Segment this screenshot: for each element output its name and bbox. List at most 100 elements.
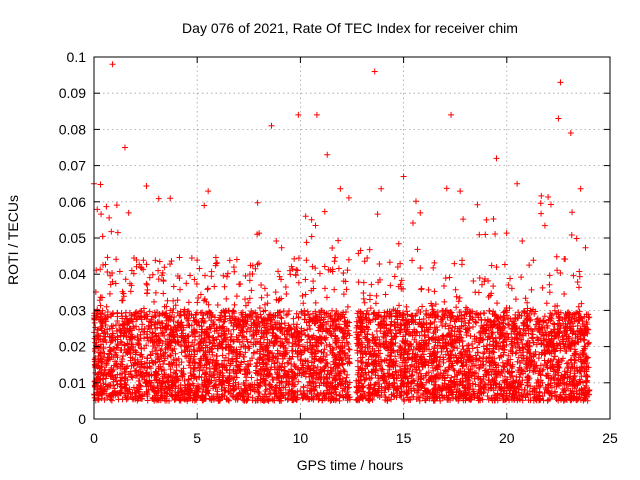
data-point: [475, 289, 482, 296]
data-point: [140, 257, 147, 264]
data-point: [103, 203, 110, 210]
data-point: [176, 397, 183, 404]
data-point: [230, 338, 237, 345]
data-point: [414, 246, 421, 253]
data-point: [144, 334, 151, 341]
data-point: [258, 294, 265, 301]
data-point: [231, 301, 238, 308]
data-point: [143, 280, 150, 287]
data-point: [118, 297, 125, 304]
data-point: [440, 283, 447, 290]
data-point: [332, 254, 339, 261]
data-point: [204, 285, 211, 292]
data-point: [575, 303, 582, 310]
data-point: [189, 332, 196, 339]
data-point: [340, 269, 347, 276]
data-point: [278, 276, 285, 283]
data-point: [143, 183, 150, 190]
data-point: [128, 394, 135, 401]
data-point: [275, 268, 282, 275]
data-point: [576, 268, 583, 275]
data-point: [138, 265, 145, 272]
data-point: [516, 374, 523, 381]
data-point: [199, 389, 206, 396]
data-point: [366, 296, 373, 303]
data-point: [233, 256, 240, 263]
data-point: [376, 261, 383, 268]
data-point: [103, 303, 110, 310]
data-point: [155, 267, 162, 274]
data-point: [242, 296, 249, 303]
data-point: [220, 307, 227, 314]
data-point: [251, 335, 258, 342]
data-point: [91, 394, 98, 401]
data-point: [277, 314, 284, 321]
data-point: [206, 339, 213, 346]
data-point: [117, 387, 124, 394]
data-point: [104, 268, 111, 275]
data-point: [321, 263, 328, 270]
data-point: [155, 195, 162, 202]
data-point: [174, 338, 181, 345]
data-point: [248, 374, 255, 381]
data-point: [113, 256, 120, 263]
data-point: [401, 397, 408, 404]
data-point: [138, 370, 145, 377]
data-point: [488, 262, 495, 269]
data-point: [361, 299, 368, 306]
data-point: [337, 185, 344, 192]
data-point: [417, 209, 424, 216]
data-point: [127, 288, 134, 295]
data-point: [353, 318, 360, 325]
data-point: [303, 319, 310, 326]
data-point: [574, 279, 581, 286]
data-point: [170, 283, 177, 290]
data-point: [323, 326, 330, 333]
data-point: [158, 272, 165, 279]
data-point: [176, 254, 183, 261]
data-point: [476, 231, 483, 238]
data-point: [330, 346, 337, 353]
data-point: [229, 315, 236, 322]
data-point: [106, 214, 113, 221]
data-point: [282, 395, 289, 402]
data-point: [576, 273, 583, 280]
data-point: [417, 265, 424, 271]
data-point: [150, 359, 157, 366]
data-point: [102, 261, 109, 268]
data-point: [196, 265, 203, 272]
data-point: [133, 256, 140, 263]
data-point: [148, 372, 155, 379]
data-point: [104, 254, 111, 261]
data-point: [179, 330, 186, 337]
data-point: [346, 346, 353, 353]
data-point: [234, 355, 241, 362]
data-point: [139, 321, 146, 328]
data-point: [191, 276, 198, 283]
data-point: [490, 215, 497, 222]
data-point: [561, 290, 568, 297]
data-point: [273, 393, 280, 400]
data-point: [94, 206, 101, 213]
data-point: [211, 314, 218, 321]
data-point: [452, 286, 459, 293]
data-point: [147, 352, 154, 359]
data-point: [314, 390, 321, 397]
data-point: [492, 230, 499, 237]
data-point: [378, 185, 385, 192]
data-point: [358, 358, 365, 365]
data-point: [259, 356, 266, 363]
data-point: [301, 327, 308, 334]
data-point: [316, 270, 323, 277]
data-point: [246, 277, 253, 284]
data-point: [164, 297, 171, 304]
data-point: [200, 367, 207, 374]
data-point: [306, 396, 313, 403]
data-point: [242, 349, 249, 356]
data-point: [261, 378, 268, 385]
data-point: [225, 388, 232, 395]
data-point: [340, 334, 347, 341]
data-point: [360, 289, 367, 296]
data-point: [373, 292, 380, 299]
data-point: [430, 264, 437, 271]
